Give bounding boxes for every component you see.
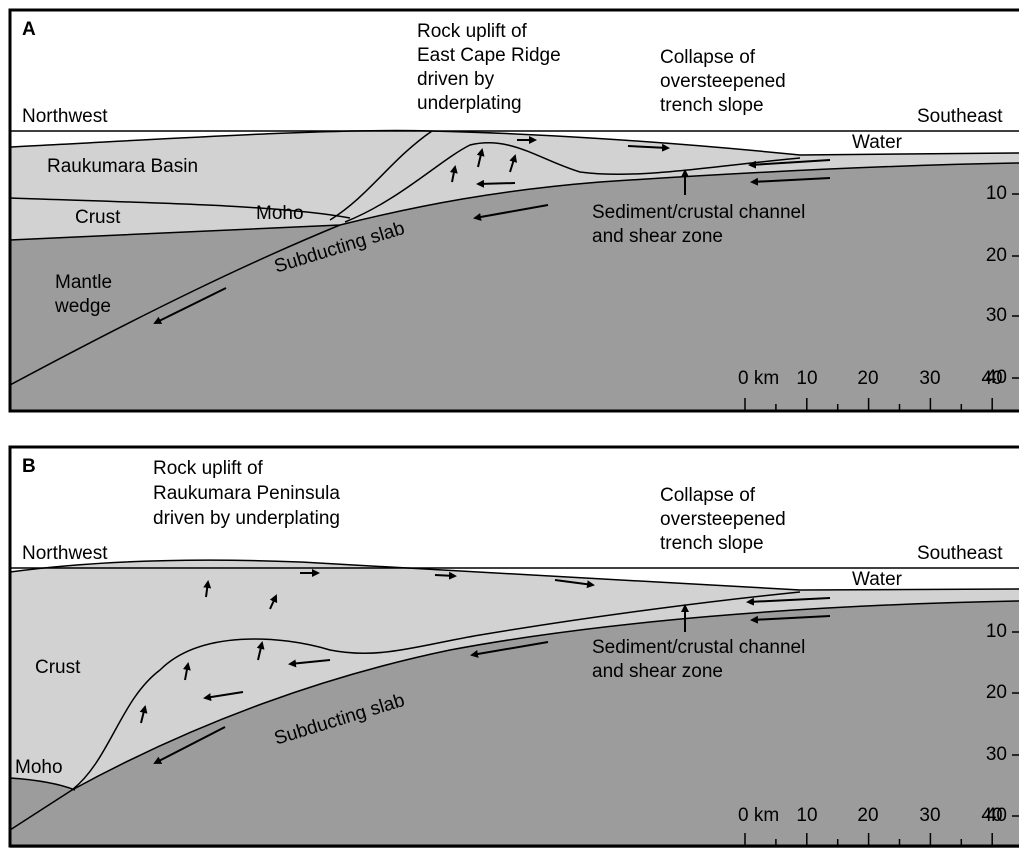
direction-label: Northwest [22, 543, 108, 564]
panel-letter: A [22, 19, 36, 40]
basin-label: Raukumara Basin [47, 156, 198, 177]
scale-label: 30 [919, 368, 940, 389]
uplift-note: driven by underplating [153, 508, 340, 529]
scale-label: 0 km [738, 805, 779, 826]
crust-label: Crust [75, 207, 121, 228]
scale-label: 20 [857, 368, 878, 389]
arrow [478, 183, 515, 184]
collapse-note: oversteepened [660, 71, 786, 92]
channel-note: Sediment/crustal channel [592, 637, 805, 658]
moho-label: Moho [256, 203, 304, 224]
uplift-note: Rock uplift of [153, 458, 264, 479]
wedge-label: Mantle [55, 272, 112, 293]
arrow [435, 575, 455, 576]
depth-label: 30 [986, 744, 1007, 765]
figure: A Rock uplift of East Cape Ridge driven by u… [0, 0, 1019, 848]
moho-label: Moho [15, 757, 63, 778]
uplift-note: Rock uplift of [417, 21, 528, 42]
scale-label: 10 [796, 368, 817, 389]
channel-note: Sediment/crustal channel [592, 202, 805, 223]
direction-label: Northwest [22, 106, 108, 127]
depth-label: 10 [986, 621, 1007, 642]
uplift-note: underplating [417, 93, 522, 114]
scale-label: 40 [981, 805, 1002, 826]
collapse-note: trench slope [660, 533, 764, 554]
scale-label: 30 [919, 805, 940, 826]
collapse-note: trench slope [660, 95, 764, 116]
direction-label: Southeast [917, 543, 1003, 564]
water-label: Water [852, 569, 903, 590]
crust-label: Crust [35, 657, 81, 678]
channel-note: and shear zone [592, 661, 723, 682]
direction-label: Southeast [917, 106, 1003, 127]
depth-label: 20 [986, 682, 1007, 703]
scale-label: 10 [796, 805, 817, 826]
channel-note: and shear zone [592, 226, 723, 247]
uplift-note: Raukumara Peninsula [153, 483, 340, 504]
depth-label: 30 [986, 305, 1007, 326]
collapse-note: oversteepened [660, 509, 786, 530]
scale-label: 0 km [738, 368, 779, 389]
water-label: Water [852, 132, 903, 153]
wedge-label: wedge [54, 296, 111, 317]
uplift-note: East Cape Ridge [417, 45, 561, 66]
depth-label: 10 [986, 183, 1007, 204]
depth-label: 20 [986, 245, 1007, 266]
collapse-note: Collapse of [660, 47, 756, 68]
collapse-note: Collapse of [660, 485, 756, 506]
uplift-note: driven by [417, 69, 495, 90]
panel-letter: B [22, 456, 36, 477]
scale-label: 20 [857, 805, 878, 826]
scale-label: 40 [981, 368, 1002, 389]
